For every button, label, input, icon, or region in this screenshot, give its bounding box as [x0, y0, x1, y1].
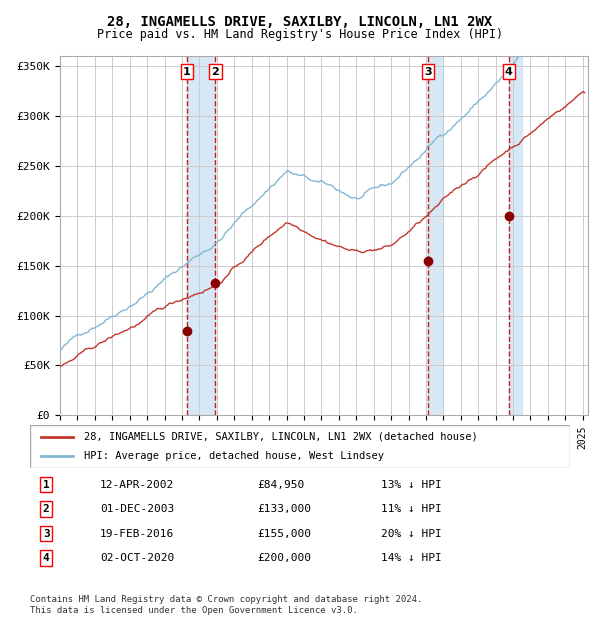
Text: 4: 4 — [505, 66, 512, 77]
FancyBboxPatch shape — [30, 425, 570, 468]
Text: 02-OCT-2020: 02-OCT-2020 — [100, 553, 175, 563]
Text: 01-DEC-2003: 01-DEC-2003 — [100, 504, 175, 514]
Text: £133,000: £133,000 — [257, 504, 311, 514]
Bar — [428, 56, 443, 415]
Text: £155,000: £155,000 — [257, 529, 311, 539]
Text: 11% ↓ HPI: 11% ↓ HPI — [381, 504, 442, 514]
Text: Contains HM Land Registry data © Crown copyright and database right 2024.
This d: Contains HM Land Registry data © Crown c… — [30, 595, 422, 614]
Text: £84,950: £84,950 — [257, 479, 304, 490]
Text: 1: 1 — [43, 479, 50, 490]
Text: 14% ↓ HPI: 14% ↓ HPI — [381, 553, 442, 563]
Text: 20% ↓ HPI: 20% ↓ HPI — [381, 529, 442, 539]
Text: HPI: Average price, detached house, West Lindsey: HPI: Average price, detached house, West… — [84, 451, 384, 461]
Text: 1: 1 — [183, 66, 191, 77]
Bar — [509, 56, 522, 415]
Text: Price paid vs. HM Land Registry's House Price Index (HPI): Price paid vs. HM Land Registry's House … — [97, 28, 503, 41]
Bar — [187, 56, 215, 415]
Text: 19-FEB-2016: 19-FEB-2016 — [100, 529, 175, 539]
Text: 4: 4 — [43, 553, 50, 563]
Text: 3: 3 — [424, 66, 432, 77]
Text: 13% ↓ HPI: 13% ↓ HPI — [381, 479, 442, 490]
Text: 28, INGAMELLS DRIVE, SAXILBY, LINCOLN, LN1 2WX (detached house): 28, INGAMELLS DRIVE, SAXILBY, LINCOLN, L… — [84, 432, 478, 442]
Text: 2: 2 — [43, 504, 50, 514]
Text: 12-APR-2002: 12-APR-2002 — [100, 479, 175, 490]
Text: 2: 2 — [212, 66, 220, 77]
Text: 3: 3 — [43, 529, 50, 539]
Text: £200,000: £200,000 — [257, 553, 311, 563]
Text: 28, INGAMELLS DRIVE, SAXILBY, LINCOLN, LN1 2WX: 28, INGAMELLS DRIVE, SAXILBY, LINCOLN, L… — [107, 16, 493, 30]
